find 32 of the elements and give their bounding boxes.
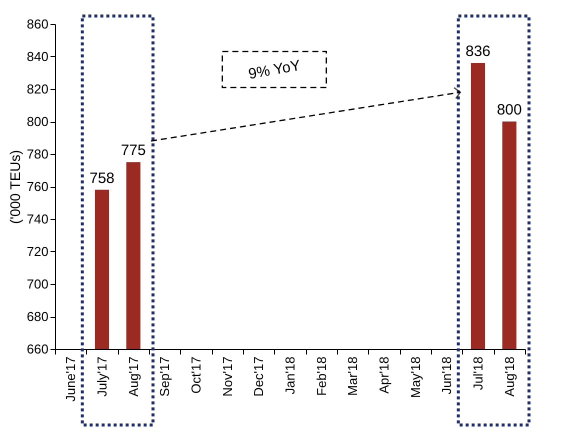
x-tick-label: May'18 bbox=[408, 356, 423, 398]
x-tick-label: Jan'18 bbox=[282, 356, 298, 394]
y-tick-label: 860 bbox=[26, 16, 48, 32]
y-tick-label: 740 bbox=[26, 212, 48, 226]
x-tick-label: Jun'18 bbox=[439, 356, 454, 394]
data-label: 775 bbox=[120, 142, 146, 160]
y-tick-label: 680 bbox=[26, 309, 48, 324]
x-tick-label: Sep'17 bbox=[157, 356, 172, 397]
data-label: 800 bbox=[496, 102, 522, 118]
x-tick-label: Nov'17 bbox=[220, 356, 235, 397]
y-tick-label: 720 bbox=[26, 244, 48, 259]
x-tick-label: June'17 bbox=[63, 356, 78, 402]
y-tick-label: 780 bbox=[26, 146, 48, 162]
y-tick-label: 700 bbox=[26, 276, 48, 292]
y-tick-label: 760 bbox=[26, 179, 48, 194]
x-tick-label: Oct'17 bbox=[188, 356, 204, 394]
x-tick-label: July'17 bbox=[94, 356, 110, 397]
data-label: 758 bbox=[89, 170, 115, 187]
x-tick-label: Aug'17 bbox=[126, 356, 141, 397]
x-tick-label: Mar'18 bbox=[345, 356, 360, 396]
y-tick-label: 840 bbox=[26, 49, 48, 64]
x-tick-label: Apr'18 bbox=[376, 356, 392, 394]
y-tick-label: 800 bbox=[26, 114, 48, 129]
data-label: 836 bbox=[465, 43, 491, 60]
x-tick-label: Feb'18 bbox=[314, 356, 329, 396]
x-tick-label: Aug'18 bbox=[502, 356, 517, 397]
y-tick-label: 820 bbox=[26, 82, 48, 96]
y-axis-title: ('000 TEUs) bbox=[6, 150, 23, 224]
x-tick-label: Jul'18 bbox=[470, 356, 486, 390]
y-tick-label: 660 bbox=[26, 342, 48, 356]
annotation: 9% YoY bbox=[247, 57, 302, 83]
x-tick-label: Dec'17 bbox=[251, 356, 266, 397]
